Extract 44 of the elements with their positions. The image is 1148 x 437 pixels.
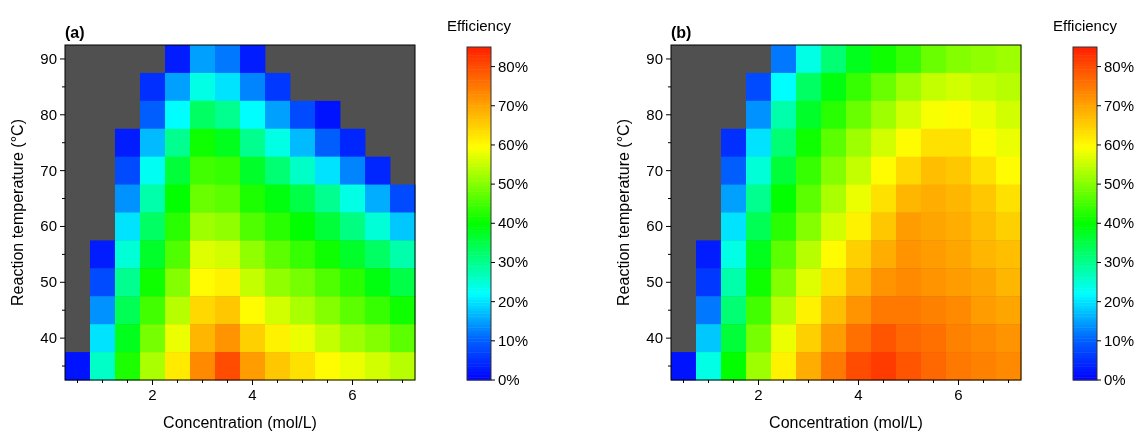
- color-bar-label: 60%: [498, 135, 529, 153]
- y-tick-label: 90: [646, 49, 663, 67]
- y-tick-label: 50: [40, 273, 57, 291]
- y-tick-label: 60: [40, 217, 57, 235]
- x-tick-label: 2: [754, 386, 763, 403]
- color-bar-label: 80%: [1104, 57, 1135, 75]
- color-bar-label: 20%: [1104, 292, 1135, 310]
- x-axis-title: Concentration (mol/L): [163, 414, 317, 431]
- chart-title: (b): [671, 24, 692, 41]
- color-bar-label: 20%: [498, 292, 529, 310]
- y-tick-label: 60: [646, 217, 663, 235]
- y-tick-label: 80: [40, 105, 57, 123]
- x-tick-label: 4: [248, 386, 257, 403]
- color-bar-label: 80%: [498, 57, 529, 75]
- color-bar-title: Efficiency: [1053, 17, 1118, 34]
- y-tick-label: 50: [646, 273, 663, 291]
- color-bar-label: 10%: [498, 331, 529, 349]
- color-bar-label: 70%: [1104, 96, 1135, 114]
- color-bar-label: 30%: [498, 253, 529, 271]
- color-bar-label: 10%: [1104, 331, 1135, 349]
- y-tick-label: 80: [646, 105, 663, 123]
- color-bar-label: 0%: [1104, 371, 1126, 388]
- color-bar-title: Efficiency: [447, 17, 512, 34]
- x-tick-label: 6: [954, 386, 963, 403]
- y-tick-label: 70: [646, 161, 663, 179]
- color-bar-label: 40%: [498, 214, 529, 232]
- color-bar-label: 40%: [1104, 214, 1135, 232]
- x-axis-title: Concentration (mol/L): [769, 414, 923, 431]
- y-tick-label: 40: [646, 329, 663, 347]
- y-tick-label: 70: [40, 161, 57, 179]
- y-tick-label: 90: [40, 49, 57, 67]
- y-axis-title: Reaction temperature (°C): [9, 119, 26, 306]
- color-bar-label: 70%: [498, 96, 529, 114]
- y-tick-label: 40: [40, 329, 57, 347]
- x-tick-label: 6: [348, 386, 357, 403]
- chart-title: (a): [65, 24, 85, 41]
- color-bar-label: 0%: [498, 371, 520, 388]
- color-bar-label: 60%: [1104, 135, 1135, 153]
- color-bar-label: 50%: [498, 175, 529, 193]
- x-tick-label: 2: [148, 386, 157, 403]
- x-tick-label: 4: [854, 386, 863, 403]
- color-bar-label: 50%: [1104, 175, 1135, 193]
- color-bar-label: 30%: [1104, 253, 1135, 271]
- y-axis-title: Reaction temperature (°C): [615, 119, 632, 306]
